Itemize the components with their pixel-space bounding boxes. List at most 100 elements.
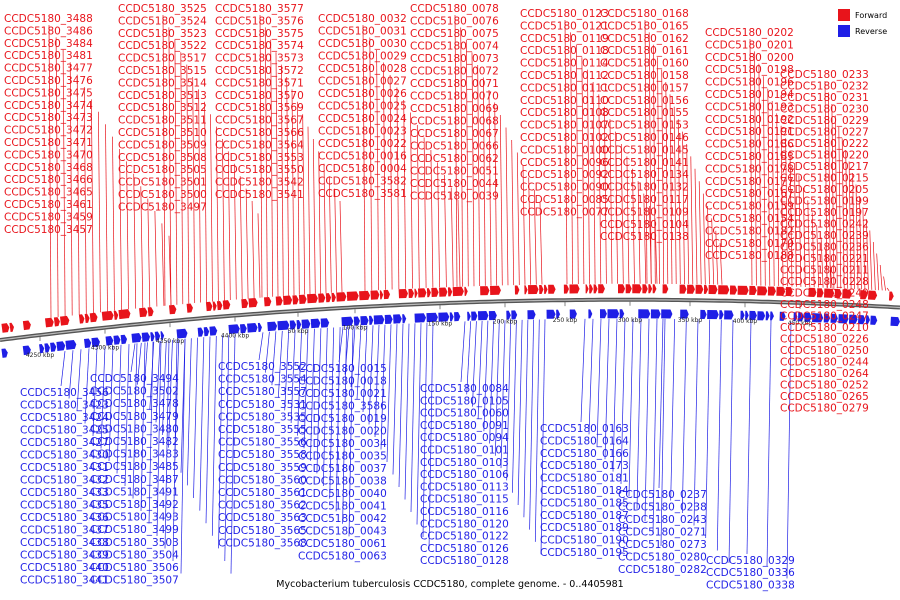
reverse-gene-label: CCDC5180_3482	[90, 436, 179, 448]
connector-line	[834, 115, 838, 289]
connector-line	[76, 349, 82, 412]
reverse-gene-label: CCDC5180_3563	[218, 512, 307, 524]
forward-gene-label: CCDC5180_3509	[118, 139, 207, 151]
forward-gene-label: CCDC5180_3564	[215, 139, 304, 151]
connector-line	[291, 89, 295, 296]
forward-gene-label: CCDC5180_3488	[4, 13, 93, 25]
connector-line	[644, 19, 648, 284]
forward-gene-label: CCDC5180_3570	[215, 90, 304, 102]
connector-line	[149, 341, 155, 410]
reverse-gene-label: CCDC5180_0113	[420, 481, 509, 493]
forward-gene-label: CCDC5180_0220	[780, 150, 869, 162]
reverse-gene	[209, 326, 218, 336]
connector-line	[886, 287, 890, 292]
connector-line	[698, 181, 702, 285]
forward-gene-label: CCDC5180_3581	[318, 188, 407, 200]
connector-line	[522, 164, 526, 285]
reverse-gene	[296, 320, 302, 330]
forward-gene	[489, 285, 501, 295]
forward-gene	[585, 284, 589, 294]
reverse-gene-label: CCDC5180_0106	[420, 469, 509, 481]
connector-line	[533, 189, 537, 285]
reverse-gene	[310, 318, 321, 329]
reverse-gene-label: CCDC5180_0020	[298, 426, 387, 438]
forward-gene	[729, 285, 738, 295]
reverse-gene-label: CCDC5180_3506	[90, 562, 179, 574]
reverse-gene-label: CCDC5180_3441	[20, 575, 109, 587]
forward-gene-label: CCDC5180_0030	[318, 38, 407, 50]
connector-line	[180, 338, 186, 574]
connector-line	[620, 318, 626, 485]
connector-line	[570, 32, 573, 285]
connector-line	[105, 124, 108, 312]
reverse-gene	[680, 309, 689, 319]
forward-gene	[205, 301, 213, 312]
reverse-gene-label: CCDC5180_0035	[298, 451, 387, 463]
forward-gene	[632, 284, 642, 294]
forward-gene	[703, 284, 709, 294]
forward-gene-label: CCDC5180_3572	[215, 65, 304, 77]
connector-line	[329, 327, 335, 499]
connector-line	[286, 76, 290, 296]
forward-gene	[84, 313, 90, 323]
reverse-gene	[556, 309, 561, 319]
reverse-gene	[384, 314, 393, 324]
forward-gene	[282, 295, 293, 305]
connector-line	[60, 351, 66, 387]
reverse-gene-label: CCDC5180_0043	[298, 526, 387, 538]
forward-gene	[59, 315, 70, 326]
forward-gene	[514, 285, 520, 295]
legend-reverse-swatch	[838, 25, 850, 37]
connector-line	[396, 87, 400, 290]
connector-line	[398, 323, 404, 488]
forward-gene-label: CCDC5180_0025	[318, 101, 407, 113]
reverse-gene-label: CCDC5180_0115	[420, 494, 509, 506]
reverse-gene	[638, 309, 651, 319]
forward-gene-label: CCDC5180_0182	[705, 225, 794, 237]
forward-gene-label: CCDC5180_0155	[600, 107, 689, 119]
forward-gene	[679, 284, 687, 294]
reverse-gene-label: CCDC5180_0042	[298, 513, 387, 525]
forward-gene-label: CCDC5180_0249	[780, 288, 869, 300]
reverse-gene-label: CCDC5180_0094	[420, 432, 509, 444]
reverse-gene-label: CCDC5180_3433	[20, 487, 109, 499]
forward-gene-label: CCDC5180_0004	[318, 163, 407, 175]
reverse-gene-label: CCDC5180_3499	[90, 524, 179, 536]
forward-gene-label: CCDC5180_0226	[780, 334, 869, 346]
connector-line	[636, 318, 642, 509]
connector-line	[84, 348, 90, 424]
reverse-gene	[197, 327, 204, 337]
connector-line	[457, 199, 461, 287]
reverse-gene-label: CCDC5180_3427	[20, 437, 109, 449]
reverse-gene	[414, 313, 426, 323]
forward-gene	[292, 295, 299, 305]
reverse-gene-label: CCDC5180_0189	[540, 522, 629, 534]
forward-gene-label: CCDC5180_0032	[318, 13, 407, 25]
forward-gene	[593, 284, 598, 294]
connector-line	[68, 350, 74, 399]
forward-gene	[687, 284, 695, 294]
connector-line	[657, 57, 660, 284]
connector-line	[322, 327, 328, 487]
connector-line	[517, 319, 523, 506]
forward-gene-label: CCDC5180_0211	[780, 265, 869, 277]
connector-line	[174, 39, 178, 305]
forward-gene	[89, 312, 98, 323]
connector-line	[644, 318, 650, 522]
connector-line	[694, 168, 698, 285]
forward-gene-label: CCDC5180_0078	[410, 3, 499, 15]
reverse-gene	[360, 315, 369, 326]
reverse-gene-label: CCDC5180_3557	[218, 386, 307, 398]
connector-line	[280, 64, 284, 296]
connector-line	[210, 114, 213, 302]
reverse-gene-label: CCDC5180_0237	[618, 489, 707, 501]
scale-label: 300 kbp	[618, 317, 643, 324]
reverse-gene-label: CCDC5180_0103	[420, 457, 509, 469]
connector-line	[168, 27, 172, 306]
connector-line	[719, 243, 723, 285]
connector-line	[658, 318, 664, 489]
reverse-gene-label: CCDC5180_3423	[20, 400, 109, 412]
reverse-gene-label: CCDC5180_0243	[618, 514, 707, 526]
connector-line	[147, 198, 151, 308]
reverse-gene	[353, 316, 360, 326]
